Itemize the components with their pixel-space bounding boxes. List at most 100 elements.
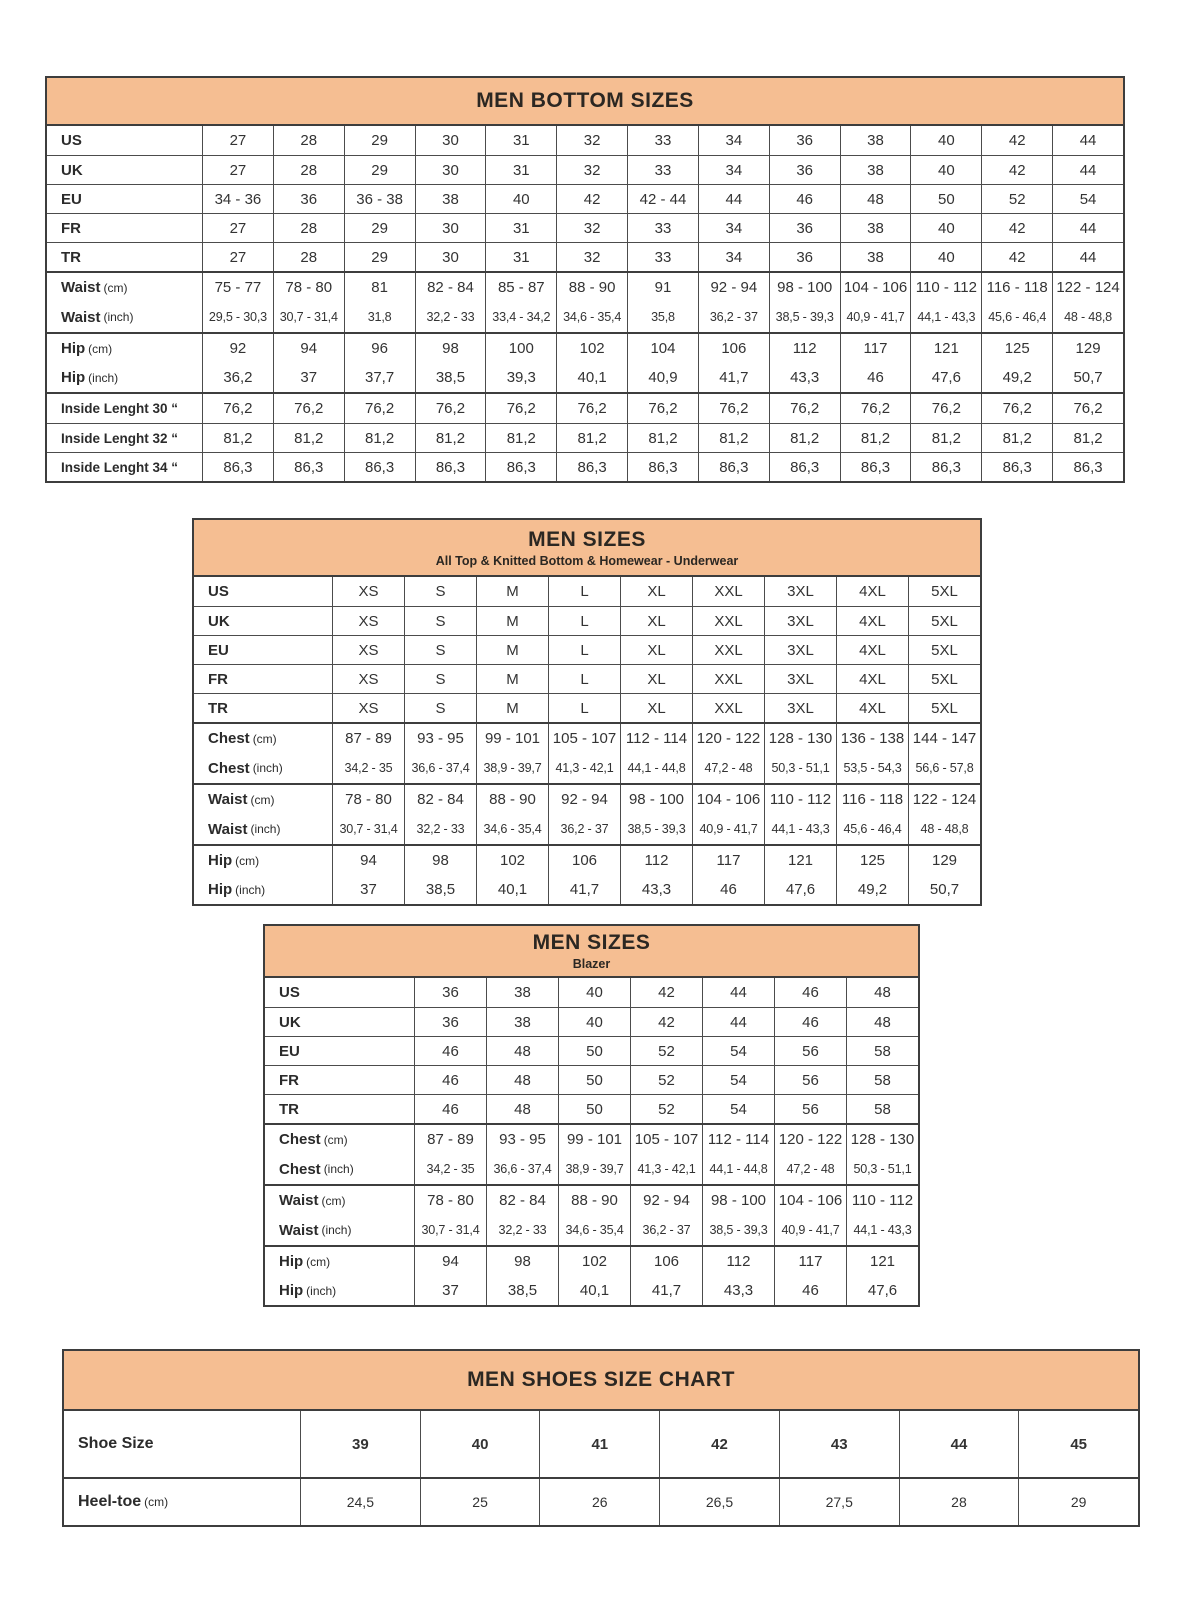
size-cell: 44 <box>1052 156 1123 184</box>
size-cell: 36,2 - 37 <box>630 1215 702 1245</box>
row-label: EU <box>265 1037 414 1065</box>
size-cell: XS <box>332 577 404 606</box>
size-cell: 40 <box>558 978 630 1007</box>
size-cell: 76,2 <box>768 394 840 423</box>
size-cell: 38 <box>839 126 911 155</box>
size-cell: 47,6 <box>846 1276 918 1305</box>
size-cell: 41,7 <box>548 875 620 904</box>
size-cell: 112 - 114 <box>620 724 692 753</box>
size-cell: 121 <box>910 334 981 363</box>
table-row: Hip (cm) 94 98 102 106 112 117 121 <box>265 1245 918 1276</box>
size-cell: 43,3 <box>620 875 692 904</box>
size-cell: M <box>476 636 548 664</box>
size-cell: 58 <box>846 1066 918 1094</box>
row-label-text: UK <box>208 612 230 630</box>
row-label-text: Chest <box>279 1160 321 1178</box>
size-cell: 106 <box>697 334 769 363</box>
size-cell: 50,3 - 51,1 <box>764 753 836 783</box>
size-cell: 42 <box>630 1008 702 1036</box>
size-cell: 50 <box>910 185 981 213</box>
row-label: Hip (cm) <box>194 846 332 875</box>
size-cell: 121 <box>846 1247 918 1276</box>
size-cell: 92 - 94 <box>548 785 620 814</box>
size-cell: 37 <box>272 363 344 392</box>
row-label-text: Hip <box>61 369 86 386</box>
size-cell: 104 - 106 <box>839 273 911 302</box>
size-cell: 102 <box>558 1247 630 1276</box>
size-cell: 102 <box>476 846 548 875</box>
size-cell: 29,5 - 30,3 <box>202 302 273 332</box>
size-cell: 105 - 107 <box>630 1125 702 1154</box>
size-cell: 40 <box>558 1008 630 1036</box>
size-cell: 98 <box>414 334 486 363</box>
row-label-text: Waist <box>208 820 248 838</box>
size-cell: 38,9 - 39,7 <box>558 1154 630 1184</box>
size-cell: 36,2 - 37 <box>548 814 620 844</box>
row-label: FR <box>265 1066 414 1094</box>
row-label-unit: (inch) <box>235 882 266 897</box>
size-cell: 81,2 <box>1052 424 1123 452</box>
size-cell: XS <box>332 665 404 693</box>
size-cell: 40,9 - 41,7 <box>839 302 911 332</box>
size-cell: XXL <box>692 607 764 635</box>
size-cell: 110 - 112 <box>846 1186 918 1215</box>
row-label-text: TR <box>279 1100 299 1118</box>
size-cell: 36 <box>768 243 840 271</box>
size-cell: 88 - 90 <box>556 273 627 302</box>
size-cell: 96 <box>343 334 415 363</box>
row-label: FR <box>47 214 202 242</box>
size-cell: S <box>404 665 476 693</box>
row-label: Waist (cm) <box>265 1186 414 1215</box>
size-cell: 91 <box>627 273 698 302</box>
size-cell: 120 - 122 <box>774 1125 846 1154</box>
size-cell: 37,7 <box>343 363 415 392</box>
row-label: UK <box>194 607 332 635</box>
row-label-text: US <box>279 984 300 1001</box>
row-label-unit: (cm) <box>250 792 275 807</box>
size-cell: 28 <box>898 1479 1019 1525</box>
size-cell: 44,1 - 43,3 <box>910 302 981 332</box>
size-cell: 34,6 - 35,4 <box>556 302 627 332</box>
size-cell: 112 <box>702 1247 774 1276</box>
row-label-text: FR <box>61 219 81 237</box>
table-row: Hip (inch) 36,2 37 37,7 38,5 39,3 40,1 40,9 41,7 4… <box>47 363 1123 392</box>
row-label: Waist (inch) <box>194 814 332 844</box>
row-label-unit: (inch) <box>321 1223 352 1237</box>
row-label-text: Inside Lenght 32 “ <box>61 430 179 446</box>
row-label-unit: (inch) <box>252 761 283 775</box>
row-label-text: Heel-toe <box>78 1493 142 1510</box>
row-label: TR <box>47 243 202 271</box>
size-cell: 38,5 - 39,3 <box>620 814 692 844</box>
size-cell: 42 <box>556 185 627 213</box>
row-label-text: EU <box>279 1042 300 1060</box>
size-cell: 5XL <box>908 577 980 606</box>
size-cell: 41,7 <box>630 1276 702 1305</box>
size-cell: 40 <box>910 243 981 271</box>
size-cell: 40 <box>910 214 981 242</box>
size-cell: 41,3 - 42,1 <box>548 753 620 783</box>
size-cell: 81,2 <box>910 424 981 452</box>
row-label: Hip (inch) <box>265 1276 414 1305</box>
size-cell: 39 <box>300 1411 420 1477</box>
size-cell: 34,6 - 35,4 <box>476 814 548 844</box>
men-bottom-sizes-header: MEN BOTTOM SIZES <box>47 78 1123 126</box>
size-cell: 35,8 <box>627 302 698 332</box>
size-cell: 50,7 <box>908 875 980 904</box>
size-cell: 3XL <box>764 607 836 635</box>
size-cell: L <box>548 607 620 635</box>
size-cell: 34 <box>697 126 769 155</box>
size-cell: 86,3 <box>202 453 273 481</box>
size-cell: S <box>404 694 476 722</box>
size-cell: 29 <box>1018 1479 1138 1525</box>
size-cell: 106 <box>630 1247 702 1276</box>
size-cell: 32 <box>556 214 627 242</box>
size-cell: 44,1 - 43,3 <box>764 814 836 844</box>
size-cell: 82 - 84 <box>486 1186 558 1215</box>
size-cell: 122 - 124 <box>1052 273 1123 302</box>
size-cell: 39,3 <box>485 363 556 392</box>
size-cell: 30,7 - 31,4 <box>332 814 404 844</box>
size-cell: 32,2 - 33 <box>486 1215 558 1245</box>
size-cell: 92 - 94 <box>697 273 769 302</box>
size-cell: 46 <box>414 1066 486 1094</box>
men-sizes-tops-table: MEN SIZES All Top & Knitted Bottom & Hom… <box>192 518 982 906</box>
